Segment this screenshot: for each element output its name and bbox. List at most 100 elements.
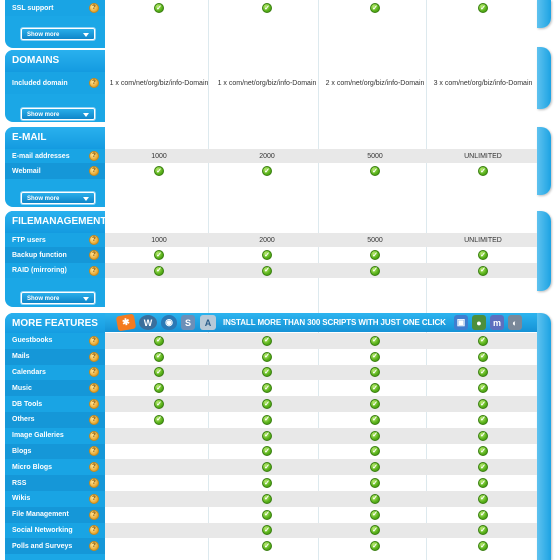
show-more-button[interactable]: Show more [21, 28, 95, 40]
check-icon: ✓ [370, 265, 380, 276]
ftp-users-label: FTP users? [5, 233, 105, 247]
check-icon: ✓ [154, 250, 164, 260]
help-icon[interactable]: ? [89, 478, 99, 489]
check-icon: ✓ [262, 414, 272, 425]
feature-cell: ✓ [105, 380, 213, 396]
feature-cell: ✓ [321, 365, 429, 381]
feature-label: Calendars? [5, 364, 105, 381]
check-icon: ✓ [370, 351, 380, 362]
feature-cell: ✓ [213, 475, 321, 491]
feature-cell: ✓ [213, 428, 321, 444]
feature-cell [105, 538, 213, 554]
feature-cell [105, 491, 213, 507]
check-icon: ✓ [154, 367, 164, 378]
chevron-down-icon [83, 297, 89, 301]
help-icon[interactable]: ? [89, 3, 99, 13]
feature-cell: ✓ [429, 491, 537, 507]
help-icon[interactable]: ? [89, 166, 99, 176]
help-icon[interactable]: ? [89, 151, 99, 161]
check-icon: ✓ [262, 399, 272, 410]
feature-cell: ✓ [213, 538, 321, 554]
joomla-logo-icon: ✱ [115, 313, 137, 332]
help-icon[interactable]: ? [89, 399, 99, 410]
check-icon: ✓ [370, 446, 380, 457]
raid-row: ✓ ✓ ✓ ✓ [105, 263, 537, 278]
show-more-button[interactable]: Show more [21, 192, 95, 204]
scripts-banner[interactable]: ✱ W ◉ S A INSTALL MORE THAN 300 SCRIPTS … [105, 313, 537, 332]
help-icon[interactable]: ? [89, 541, 99, 552]
feature-cell [105, 475, 213, 491]
feature-cell: ✓ [105, 349, 213, 365]
feature-cell: ✓ [429, 412, 537, 428]
check-icon: ✓ [478, 166, 488, 176]
check-icon: ✓ [478, 462, 488, 473]
help-icon[interactable]: ? [89, 78, 99, 88]
feature-label: Image Galleries? [5, 427, 105, 444]
feature-cell: ✓ [321, 491, 429, 507]
feature-row: ✓ ✓ ✓ [105, 522, 537, 539]
feature-cell: ✓ [213, 380, 321, 396]
included-domain-row: 1 x com/net/org/biz/info-Domain 1 x com/… [105, 72, 537, 94]
ftp-users-row: 1000 2000 5000 UNLIMITED [105, 233, 537, 247]
wordpress-logo-icon: W [139, 315, 157, 330]
help-icon[interactable]: ? [89, 525, 99, 536]
check-icon: ✓ [262, 383, 272, 394]
feature-cell: ✓ [213, 459, 321, 475]
check-icon: ✓ [370, 367, 380, 378]
feature-cell [105, 507, 213, 523]
feature-label: Micro Blogs? [5, 459, 105, 476]
help-icon[interactable]: ? [89, 367, 99, 378]
check-icon: ✓ [478, 414, 488, 425]
app-logo-icon: m [490, 315, 504, 330]
help-icon[interactable]: ? [89, 265, 99, 276]
feature-cell [105, 459, 213, 475]
check-icon: ✓ [370, 478, 380, 489]
chevron-down-icon [83, 113, 89, 117]
feature-row: ✓ ✓ ✓ ✓ [105, 412, 537, 428]
filemanagement-header: FILEMANAGEMENT [5, 211, 106, 233]
help-icon[interactable]: ? [89, 414, 99, 425]
feature-label: Guestbooks? [5, 333, 105, 349]
check-icon: ✓ [370, 430, 380, 441]
feature-cell: ✓ [429, 538, 537, 554]
feature-row: ✓ ✓ ✓ [105, 427, 537, 444]
feature-label: File Management? [5, 506, 105, 523]
help-icon[interactable]: ? [89, 462, 99, 473]
help-icon[interactable]: ? [89, 446, 99, 457]
help-icon[interactable]: ? [89, 235, 99, 245]
feature-label: Polls and Surveys? [5, 538, 105, 555]
feature-row: ✓ ✓ ✓ [105, 491, 537, 507]
feature-cell: ✓ [429, 475, 537, 491]
typo-logo-icon: A [200, 315, 216, 330]
feature-cell: ✓ [105, 396, 213, 412]
feature-cell: ✓ [105, 412, 213, 428]
show-more-button[interactable]: Show more [21, 108, 95, 120]
help-icon[interactable]: ? [89, 335, 99, 346]
feature-cell: ✓ [429, 333, 537, 349]
feature-cell: ✓ [105, 365, 213, 381]
feature-cell: ✓ [321, 380, 429, 396]
check-icon: ✓ [370, 166, 380, 176]
show-more-button[interactable]: Show more [21, 292, 95, 304]
feature-label: Others? [5, 412, 105, 428]
help-icon[interactable]: ? [89, 351, 99, 362]
script-logo-icon: S [181, 315, 195, 330]
check-icon: ✓ [478, 399, 488, 410]
help-icon[interactable]: ? [89, 493, 99, 504]
feature-cell: ✓ [213, 523, 321, 539]
backup-function-label: Backup function? [5, 247, 105, 263]
feature-cell: ✓ [213, 333, 321, 349]
feature-cell: ✓ [321, 333, 429, 349]
check-icon: ✓ [370, 383, 380, 394]
check-icon: ✓ [478, 351, 488, 362]
feature-label: RSS? [5, 475, 105, 491]
help-icon[interactable]: ? [89, 383, 99, 394]
feature-cell [105, 428, 213, 444]
domain-cell: 1 x com/net/org/biz/info-Domain [217, 79, 317, 87]
feature-cell: ✓ [321, 538, 429, 554]
help-icon[interactable]: ? [89, 430, 99, 441]
chevron-down-icon [83, 33, 89, 37]
check-icon: ✓ [478, 430, 488, 441]
help-icon[interactable]: ? [89, 250, 99, 260]
help-icon[interactable]: ? [89, 509, 99, 520]
